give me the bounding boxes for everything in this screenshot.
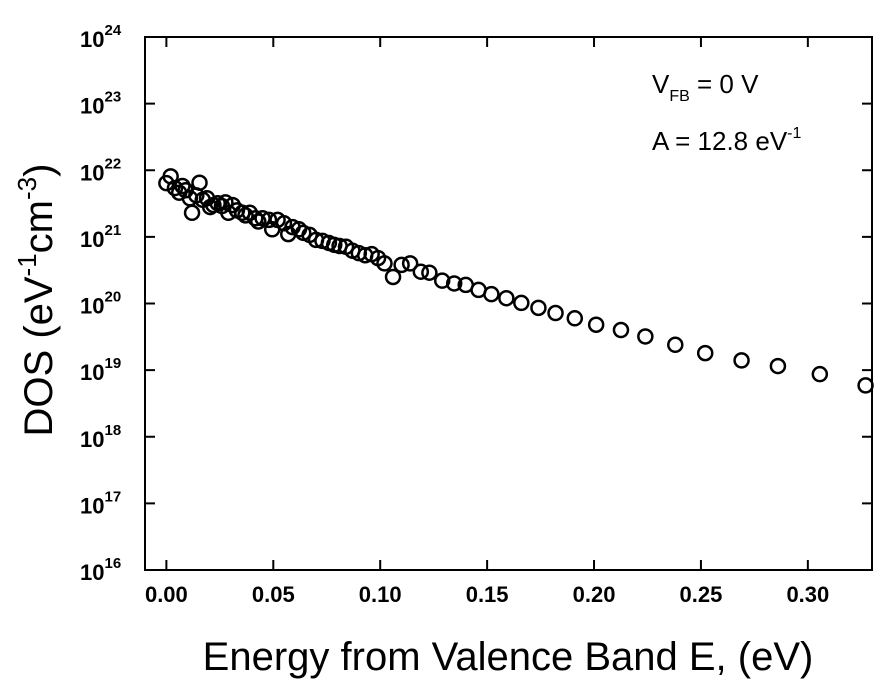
y-tick-exponent: 22: [104, 155, 121, 172]
data-point: [612, 321, 630, 339]
data-point: [174, 177, 191, 195]
y-tick-base: 10: [80, 27, 104, 52]
y-tick-label: 1021: [80, 222, 121, 252]
annotation-part: V: [652, 69, 670, 99]
y-tick-base: 10: [80, 227, 104, 252]
y-tick-label: 1016: [80, 555, 121, 585]
data-point: [733, 352, 750, 369]
y-tick-exponent: 16: [104, 555, 121, 572]
data-point: [769, 357, 787, 375]
data-point: [587, 316, 605, 333]
y-tick-label: 1019: [80, 355, 121, 385]
data-point: [498, 289, 515, 307]
data-point: [401, 255, 419, 272]
y-tick-base: 10: [80, 294, 104, 319]
data-point: [857, 377, 874, 394]
y-tick-base: 10: [80, 360, 104, 385]
annotation-sup: -1: [787, 125, 801, 142]
x-tick-label: 0.05: [252, 582, 295, 607]
annotation: VFB = 0 V: [652, 69, 759, 105]
data-point: [433, 272, 451, 289]
data-point: [483, 285, 500, 303]
y-title-part: DOS (eV: [17, 276, 61, 436]
data-point: [530, 299, 547, 317]
y-tick-label: 1018: [80, 422, 121, 452]
data-point: [412, 263, 430, 280]
data-point: [445, 275, 463, 292]
y-tick-base: 10: [80, 560, 104, 585]
y-tick-exponent: 18: [104, 422, 121, 439]
y-tick-base: 10: [80, 427, 104, 452]
x-tick-label: 0.20: [573, 582, 616, 607]
plot-frame: [144, 36, 873, 571]
y-tick-exponent: 19: [104, 355, 121, 372]
y-axis-title: DOS (eV-1cm-3): [12, 164, 61, 437]
data-point: [191, 174, 208, 191]
data-point: [566, 310, 584, 327]
data-point: [275, 215, 293, 232]
annotation: A = 12.8 eV-1: [652, 125, 802, 156]
y-tick-base: 10: [80, 493, 104, 518]
data-point: [547, 304, 564, 322]
data-point: [183, 204, 201, 222]
y-title-sup: -3: [12, 177, 42, 200]
data-point: [811, 365, 829, 383]
x-axis-title: Energy from Valence Band E, (eV): [203, 635, 814, 679]
annotation-sub: FB: [669, 88, 689, 105]
data-point: [250, 213, 267, 230]
annotation-part: A = 12.8 eV: [652, 126, 788, 156]
data-point: [637, 328, 654, 345]
y-title-sup: -1: [12, 253, 42, 276]
x-tick-label: 0.15: [466, 582, 509, 607]
data-point: [166, 179, 184, 197]
annotation-part: = 0 V: [690, 69, 759, 99]
y-title-part: cm: [17, 200, 61, 253]
y-tick-label: 1020: [80, 289, 121, 319]
y-tick-label: 1023: [80, 89, 121, 119]
data-point: [376, 255, 393, 272]
y-title-part: ): [17, 164, 61, 177]
data-point: [384, 268, 402, 286]
y-tick-exponent: 23: [104, 89, 121, 106]
y-tick-base: 10: [80, 160, 104, 185]
y-tick-label: 1022: [80, 155, 121, 185]
data-point: [513, 294, 530, 312]
y-tick-exponent: 21: [104, 222, 121, 239]
data-point: [667, 336, 684, 354]
y-tick-exponent: 20: [104, 289, 121, 306]
x-tick-label: 0.00: [145, 582, 188, 607]
data-point: [260, 211, 278, 229]
data-point: [696, 344, 714, 362]
x-tick-label: 0.25: [680, 582, 723, 607]
y-tick-exponent: 17: [104, 488, 121, 505]
data-point: [217, 194, 234, 211]
data-point: [393, 256, 410, 274]
y-tick-exponent: 24: [104, 22, 121, 39]
data-point: [421, 264, 438, 281]
y-tick-label: 1017: [80, 488, 121, 518]
x-tick-label: 0.10: [359, 582, 402, 607]
y-tick-label: 1024: [80, 22, 122, 52]
x-tick-label: 0.30: [786, 582, 829, 607]
y-tick-base: 10: [80, 94, 104, 119]
